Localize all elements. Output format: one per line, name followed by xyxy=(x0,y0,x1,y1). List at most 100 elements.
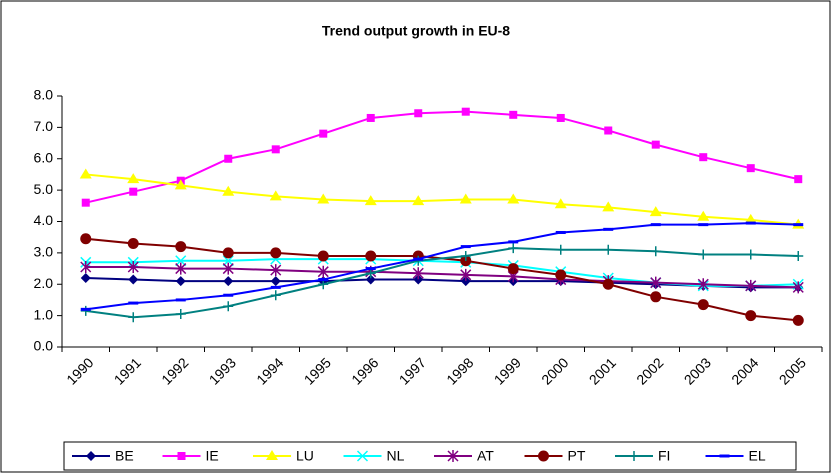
data-point xyxy=(554,198,567,209)
data-point xyxy=(270,264,282,277)
data-point xyxy=(698,223,709,227)
data-point xyxy=(414,109,423,118)
data-point xyxy=(269,190,282,201)
data-point xyxy=(744,213,757,224)
series-line xyxy=(85,110,799,204)
data-point xyxy=(460,276,471,287)
data-point xyxy=(128,312,139,323)
legend-label: FI xyxy=(658,448,670,464)
data-point xyxy=(175,298,186,302)
data-point xyxy=(697,278,709,291)
data-point xyxy=(507,263,519,275)
legend-label: PT xyxy=(568,448,586,464)
data-point xyxy=(317,193,330,204)
data-point xyxy=(364,195,377,206)
data-point xyxy=(556,113,565,122)
legend-label: IE xyxy=(206,448,219,464)
data-point xyxy=(175,255,187,267)
data-point xyxy=(699,153,708,162)
legend-marker xyxy=(356,450,369,462)
data-point xyxy=(224,154,233,163)
data-point xyxy=(222,255,234,267)
data-point xyxy=(460,245,471,249)
data-point xyxy=(649,206,662,217)
data-point xyxy=(175,276,186,287)
data-point xyxy=(413,274,424,285)
series-line xyxy=(85,247,799,319)
data-point xyxy=(175,241,187,253)
data-point xyxy=(174,179,187,190)
data-point xyxy=(365,274,376,285)
legend-marker xyxy=(266,450,278,460)
data-point xyxy=(270,290,281,301)
data-point xyxy=(129,187,138,196)
data-point xyxy=(80,305,91,316)
data-point xyxy=(697,299,709,311)
data-point xyxy=(650,246,661,257)
data-point xyxy=(366,113,375,122)
data-point xyxy=(650,291,662,303)
data-point xyxy=(223,301,234,312)
data-point xyxy=(317,265,329,278)
data-point xyxy=(509,110,518,119)
data-point xyxy=(602,278,614,290)
data-point xyxy=(650,223,661,227)
y-tick-label: 1.0 xyxy=(34,306,54,322)
data-point xyxy=(365,250,377,262)
y-tick-label: 5.0 xyxy=(34,181,54,197)
data-point xyxy=(650,276,662,289)
data-point xyxy=(412,267,424,280)
data-point xyxy=(222,185,235,196)
data-point xyxy=(745,310,757,322)
data-point xyxy=(745,221,756,225)
legend-label: LU xyxy=(296,448,314,464)
data-point xyxy=(223,276,234,287)
data-point xyxy=(80,272,91,283)
data-point xyxy=(793,251,804,262)
y-tick-label: 8.0 xyxy=(34,87,54,103)
data-point xyxy=(697,210,710,221)
data-point xyxy=(222,262,234,275)
data-point xyxy=(794,175,803,184)
data-point xyxy=(271,145,280,154)
data-point xyxy=(80,307,91,311)
data-point xyxy=(745,249,756,260)
data-point xyxy=(604,126,613,135)
data-point xyxy=(555,230,566,234)
data-point xyxy=(460,268,472,281)
data-point xyxy=(317,250,329,262)
data-point xyxy=(175,309,186,320)
data-point xyxy=(603,227,614,231)
data-point xyxy=(223,293,234,297)
legend-marker xyxy=(447,450,459,462)
data-point xyxy=(127,260,139,273)
data-point xyxy=(80,260,92,273)
data-point xyxy=(81,198,90,207)
data-point xyxy=(175,262,187,275)
data-point xyxy=(508,243,519,254)
data-point xyxy=(792,281,804,294)
data-point xyxy=(459,193,472,204)
data-point xyxy=(413,257,424,261)
legend-marker xyxy=(629,451,639,461)
legend-marker xyxy=(177,452,186,460)
data-point xyxy=(461,107,470,116)
y-tick-label: 3.0 xyxy=(34,244,54,260)
data-point xyxy=(128,274,139,285)
data-point xyxy=(507,193,520,204)
y-tick-label: 0.0 xyxy=(34,338,54,354)
data-point xyxy=(746,164,755,173)
legend-label: NL xyxy=(387,448,405,464)
data-point xyxy=(365,267,376,271)
data-point xyxy=(555,269,567,281)
data-point xyxy=(127,237,139,249)
data-point xyxy=(745,279,757,292)
data-point xyxy=(319,129,328,138)
data-point xyxy=(412,195,425,206)
data-point xyxy=(128,301,139,305)
data-point xyxy=(127,173,140,184)
data-point xyxy=(270,247,282,259)
data-point xyxy=(222,247,234,259)
data-point xyxy=(602,201,615,212)
